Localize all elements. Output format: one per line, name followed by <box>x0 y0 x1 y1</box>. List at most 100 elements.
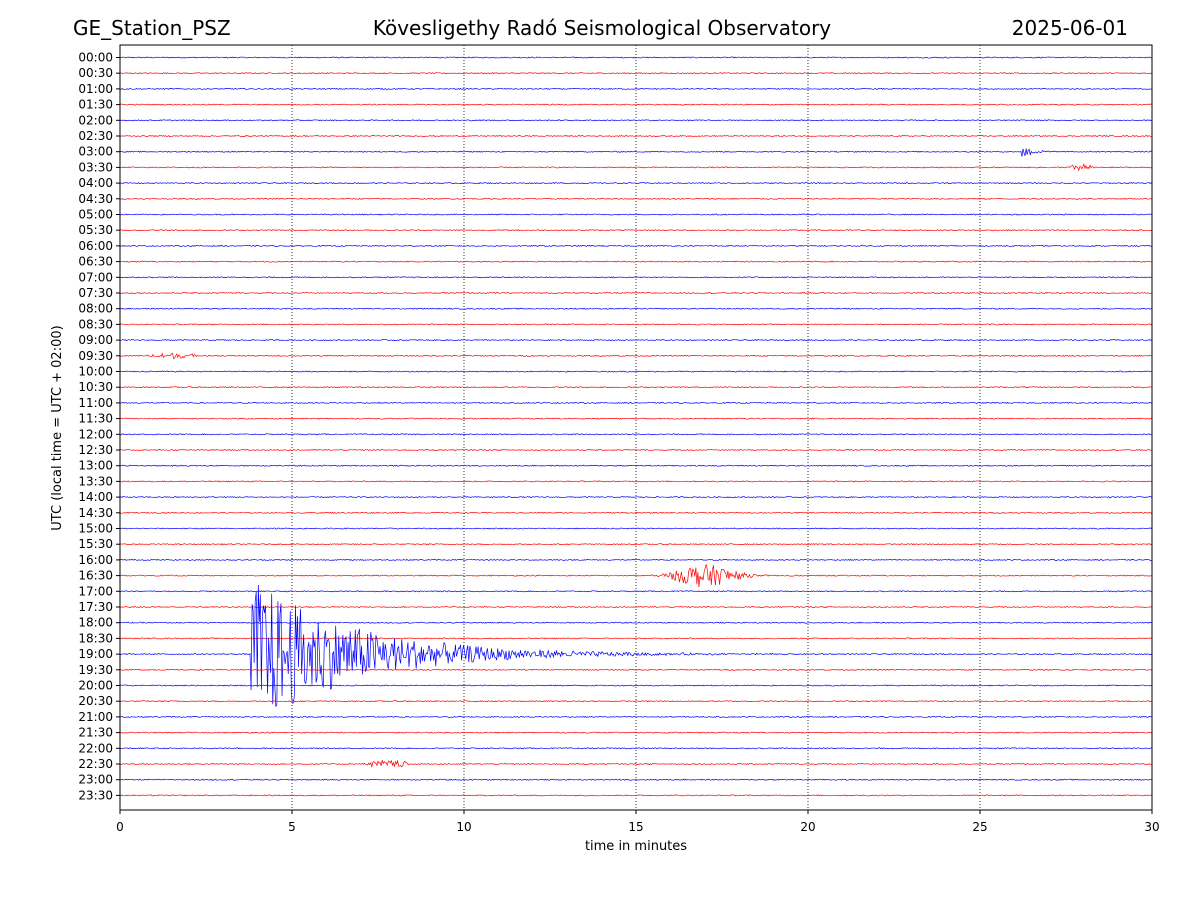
y-tick-label: 05:00 <box>78 208 113 222</box>
trace-row <box>119 56 1153 59</box>
trace-row <box>119 480 1153 483</box>
trace-row <box>119 244 1153 247</box>
trace-row <box>119 637 1153 640</box>
x-tick-label: 30 <box>1144 820 1159 834</box>
y-tick-label: 11:00 <box>78 396 113 410</box>
trace-row <box>119 182 1153 185</box>
y-tick-label: 00:00 <box>78 51 113 65</box>
y-tick-label: 15:30 <box>78 537 113 551</box>
y-tick-label: 03:30 <box>78 160 113 174</box>
y-tick-label: 06:30 <box>78 255 113 269</box>
trace-row <box>119 213 1153 216</box>
y-tick-label: 02:30 <box>78 129 113 143</box>
trace-row <box>119 260 1153 263</box>
trace-row <box>119 449 1153 451</box>
trace-row <box>119 148 1153 157</box>
trace-row <box>119 370 1153 373</box>
trace-row <box>119 292 1153 294</box>
y-tick-label: 09:30 <box>78 349 113 363</box>
plot-frame <box>119 44 1153 811</box>
y-tick-label: 12:00 <box>78 427 113 441</box>
trace-row <box>119 700 1153 703</box>
trace-row <box>119 584 1153 707</box>
y-tick-label: 06:00 <box>78 239 113 253</box>
trace-row <box>119 605 1153 608</box>
trace-row <box>119 715 1153 718</box>
station-title: GE_Station_PSZ <box>73 16 231 40</box>
y-tick-label: 07:30 <box>78 286 113 300</box>
y-tick-label: 12:30 <box>78 443 113 457</box>
trace-row <box>119 103 1153 106</box>
y-tick-label: 05:30 <box>78 223 113 237</box>
trace-row <box>119 590 1153 593</box>
traces <box>119 56 1153 797</box>
trace-row <box>119 134 1153 138</box>
trace-row <box>119 307 1153 310</box>
y-tick-label: 14:30 <box>78 506 113 520</box>
y-tick-label: 18:30 <box>78 631 113 645</box>
x-tick-label: 10 <box>456 820 471 834</box>
y-tick-label: 08:30 <box>78 317 113 331</box>
trace-row <box>119 511 1153 514</box>
trace-row <box>119 229 1153 232</box>
y-tick-label: 04:30 <box>78 192 113 206</box>
y-tick-label: 21:30 <box>78 726 113 740</box>
y-tick-label: 22:00 <box>78 741 113 755</box>
y-tick-label: 19:30 <box>78 663 113 677</box>
y-tick-label: 17:00 <box>78 584 113 598</box>
trace-row <box>119 352 1153 360</box>
y-tick-label: 17:30 <box>78 600 113 614</box>
y-tick-label: 00:30 <box>78 66 113 80</box>
x-tick-label: 5 <box>288 820 296 834</box>
y-tick-label: 16:00 <box>78 553 113 567</box>
trace-row <box>119 119 1153 122</box>
x-tick-label: 0 <box>116 820 124 834</box>
y-tick-label: 23:30 <box>78 788 113 802</box>
y-tick-label: 20:00 <box>78 679 113 693</box>
trace-row <box>119 417 1153 420</box>
trace-row <box>119 747 1153 750</box>
trace-row <box>119 527 1153 530</box>
trace-row <box>119 339 1153 342</box>
observatory-title: Kövesligethy Radó Seismological Observat… <box>373 16 831 40</box>
trace-row <box>119 759 1153 769</box>
x-tick-label: 25 <box>972 820 987 834</box>
y-axis-label: UTC (local time = UTC + 02:00) <box>50 325 65 530</box>
x-tick-label: 15 <box>628 820 643 834</box>
y-tick-label: 03:00 <box>78 145 113 159</box>
y-tick-label: 15:00 <box>78 522 113 536</box>
trace-row <box>119 684 1153 687</box>
y-tick-label: 22:30 <box>78 757 113 771</box>
y-tick-label: 20:30 <box>78 694 113 708</box>
trace-row <box>119 794 1153 797</box>
x-tick-label: 20 <box>800 820 815 834</box>
grid-lines <box>291 45 981 810</box>
y-tick-label: 11:30 <box>78 412 113 426</box>
trace-row <box>119 433 1153 436</box>
y-tick-label: 13:30 <box>78 474 113 488</box>
y-tick-label: 21:00 <box>78 710 113 724</box>
trace-row <box>119 72 1153 75</box>
y-tick-label: 09:00 <box>78 333 113 347</box>
trace-row <box>119 564 1152 588</box>
trace-row <box>119 778 1153 781</box>
trace-row <box>119 323 1153 326</box>
x-axis-label: time in minutes <box>585 839 687 854</box>
y-tick-label: 02:00 <box>78 113 113 127</box>
trace-row <box>119 621 1153 624</box>
trace-row <box>119 496 1153 499</box>
trace-row <box>119 668 1153 671</box>
trace-row <box>119 386 1153 389</box>
trace-row <box>119 197 1153 200</box>
y-tick-label: 14:00 <box>78 490 113 504</box>
y-tick-label: 16:30 <box>78 569 113 583</box>
trace-row <box>119 87 1153 90</box>
trace-row <box>119 464 1153 467</box>
y-tick-label: 01:30 <box>78 98 113 112</box>
y-tick-label: 10:00 <box>78 365 113 379</box>
trace-row <box>119 543 1153 546</box>
y-tick-label: 04:00 <box>78 176 113 190</box>
y-tick-label: 13:00 <box>78 459 113 473</box>
